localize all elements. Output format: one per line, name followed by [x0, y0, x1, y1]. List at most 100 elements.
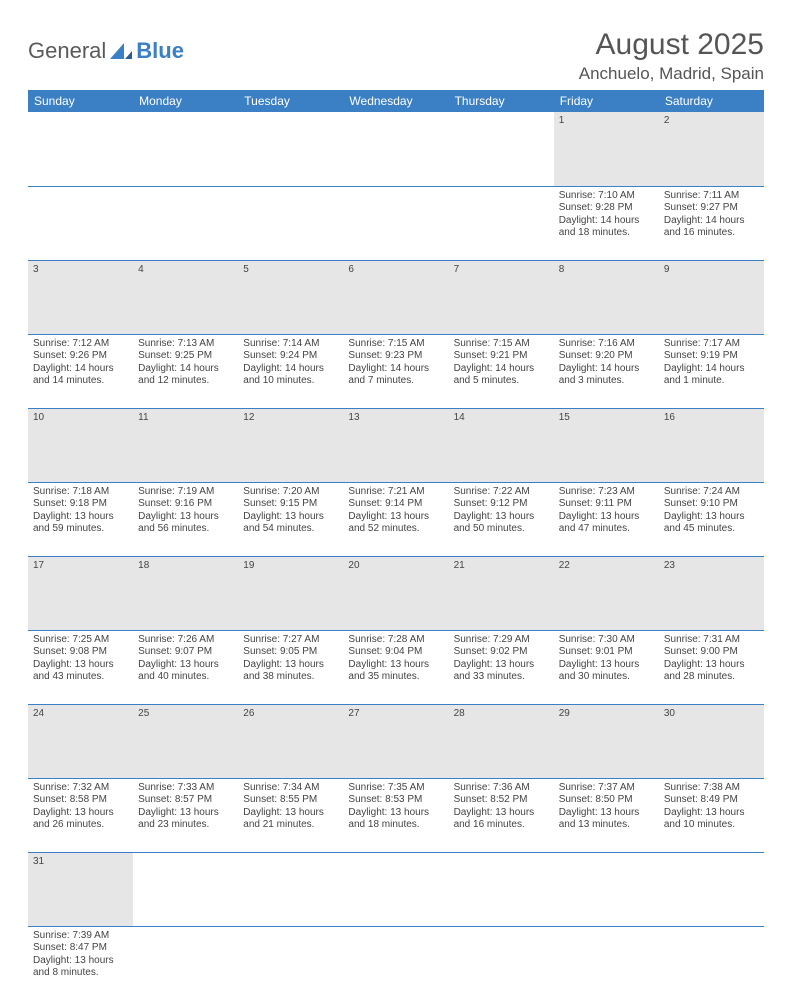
daylight-text: Daylight: 13 hours and 16 minutes.: [454, 807, 549, 832]
sunrise-text: Sunrise: 7:13 AM: [138, 338, 233, 351]
day-number-cell: 21: [449, 556, 554, 630]
day-number-cell: 30: [659, 704, 764, 778]
day-number-cell: 20: [343, 556, 448, 630]
sunset-text: Sunset: 9:21 PM: [454, 350, 549, 363]
day-number-cell: [554, 852, 659, 926]
logo-text-1: General: [28, 38, 106, 64]
daylight-text: Daylight: 14 hours and 14 minutes.: [33, 363, 128, 388]
day-cell: Sunrise: 7:24 AMSunset: 9:10 PMDaylight:…: [659, 482, 764, 556]
sunrise-text: Sunrise: 7:25 AM: [33, 634, 128, 647]
sunrise-text: Sunrise: 7:11 AM: [664, 190, 759, 203]
day-cell: Sunrise: 7:38 AMSunset: 8:49 PMDaylight:…: [659, 778, 764, 852]
daylight-text: Daylight: 14 hours and 10 minutes.: [243, 363, 338, 388]
day-number-cell: 10: [28, 408, 133, 482]
day-number-cell: 12: [238, 408, 343, 482]
sunset-text: Sunset: 9:24 PM: [243, 350, 338, 363]
sunset-text: Sunset: 9:18 PM: [33, 498, 128, 511]
day-cell: Sunrise: 7:22 AMSunset: 9:12 PMDaylight:…: [449, 482, 554, 556]
day-cell: Sunrise: 7:25 AMSunset: 9:08 PMDaylight:…: [28, 630, 133, 704]
sunset-text: Sunset: 8:58 PM: [33, 794, 128, 807]
location-subtitle: Anchuelo, Madrid, Spain: [579, 64, 764, 84]
col-saturday: Saturday: [659, 90, 764, 112]
daylight-text: Daylight: 13 hours and 38 minutes.: [243, 659, 338, 684]
daylight-text: Daylight: 14 hours and 7 minutes.: [348, 363, 443, 388]
col-friday: Friday: [554, 90, 659, 112]
day-cell: Sunrise: 7:17 AMSunset: 9:19 PMDaylight:…: [659, 334, 764, 408]
day-cell: Sunrise: 7:14 AMSunset: 9:24 PMDaylight:…: [238, 334, 343, 408]
daylight-text: Daylight: 14 hours and 12 minutes.: [138, 363, 233, 388]
sunrise-text: Sunrise: 7:15 AM: [454, 338, 549, 351]
daylight-text: Daylight: 13 hours and 45 minutes.: [664, 511, 759, 536]
daylight-text: Daylight: 13 hours and 21 minutes.: [243, 807, 338, 832]
day-number-cell: 7: [449, 260, 554, 334]
sunset-text: Sunset: 9:00 PM: [664, 646, 759, 659]
week-row: Sunrise: 7:32 AMSunset: 8:58 PMDaylight:…: [28, 778, 764, 852]
sunrise-text: Sunrise: 7:34 AM: [243, 782, 338, 795]
day-number-cell: 15: [554, 408, 659, 482]
logo-text-2: Blue: [136, 38, 184, 64]
day-number-cell: 3: [28, 260, 133, 334]
day-number-cell: 24: [28, 704, 133, 778]
daylight-text: Daylight: 13 hours and 40 minutes.: [138, 659, 233, 684]
sunset-text: Sunset: 8:47 PM: [33, 942, 128, 955]
sunset-text: Sunset: 9:23 PM: [348, 350, 443, 363]
daylight-text: Daylight: 13 hours and 10 minutes.: [664, 807, 759, 832]
sunrise-text: Sunrise: 7:38 AM: [664, 782, 759, 795]
sunrise-text: Sunrise: 7:39 AM: [33, 930, 128, 943]
day-cell: Sunrise: 7:26 AMSunset: 9:07 PMDaylight:…: [133, 630, 238, 704]
day-cell: Sunrise: 7:12 AMSunset: 9:26 PMDaylight:…: [28, 334, 133, 408]
daylight-text: Daylight: 13 hours and 35 minutes.: [348, 659, 443, 684]
sunrise-text: Sunrise: 7:29 AM: [454, 634, 549, 647]
sunrise-text: Sunrise: 7:31 AM: [664, 634, 759, 647]
day-cell: Sunrise: 7:13 AMSunset: 9:25 PMDaylight:…: [133, 334, 238, 408]
col-wednesday: Wednesday: [343, 90, 448, 112]
week-row: Sunrise: 7:18 AMSunset: 9:18 PMDaylight:…: [28, 482, 764, 556]
day-cell: Sunrise: 7:28 AMSunset: 9:04 PMDaylight:…: [343, 630, 448, 704]
day-number-cell: 13: [343, 408, 448, 482]
sunset-text: Sunset: 9:15 PM: [243, 498, 338, 511]
day-number-cell: 25: [133, 704, 238, 778]
day-cell: Sunrise: 7:11 AMSunset: 9:27 PMDaylight:…: [659, 186, 764, 260]
day-cell: Sunrise: 7:18 AMSunset: 9:18 PMDaylight:…: [28, 482, 133, 556]
day-cell: Sunrise: 7:32 AMSunset: 8:58 PMDaylight:…: [28, 778, 133, 852]
day-cell: [238, 926, 343, 1000]
daylight-text: Daylight: 13 hours and 26 minutes.: [33, 807, 128, 832]
sunrise-text: Sunrise: 7:14 AM: [243, 338, 338, 351]
daylight-text: Daylight: 13 hours and 28 minutes.: [664, 659, 759, 684]
daylight-text: Daylight: 14 hours and 18 minutes.: [559, 215, 654, 240]
day-cell: [238, 186, 343, 260]
sunrise-text: Sunrise: 7:16 AM: [559, 338, 654, 351]
sunset-text: Sunset: 8:50 PM: [559, 794, 654, 807]
day-number-cell: [133, 112, 238, 186]
day-cell: Sunrise: 7:29 AMSunset: 9:02 PMDaylight:…: [449, 630, 554, 704]
day-cell: Sunrise: 7:15 AMSunset: 9:23 PMDaylight:…: [343, 334, 448, 408]
day-number-cell: [133, 852, 238, 926]
daylight-text: Daylight: 14 hours and 1 minute.: [664, 363, 759, 388]
daylight-text: Daylight: 13 hours and 43 minutes.: [33, 659, 128, 684]
day-cell: [449, 186, 554, 260]
sunset-text: Sunset: 9:04 PM: [348, 646, 443, 659]
day-number-cell: [28, 112, 133, 186]
day-number-cell: 6: [343, 260, 448, 334]
day-number-cell: 17: [28, 556, 133, 630]
sunset-text: Sunset: 9:08 PM: [33, 646, 128, 659]
day-cell: [133, 926, 238, 1000]
sunset-text: Sunset: 8:52 PM: [454, 794, 549, 807]
daylight-text: Daylight: 13 hours and 30 minutes.: [559, 659, 654, 684]
day-cell: Sunrise: 7:31 AMSunset: 9:00 PMDaylight:…: [659, 630, 764, 704]
day-cell: Sunrise: 7:27 AMSunset: 9:05 PMDaylight:…: [238, 630, 343, 704]
title-block: August 2025 Anchuelo, Madrid, Spain: [579, 28, 764, 84]
week-row: Sunrise: 7:39 AMSunset: 8:47 PMDaylight:…: [28, 926, 764, 1000]
day-number-cell: [449, 852, 554, 926]
day-number-cell: 11: [133, 408, 238, 482]
sunrise-text: Sunrise: 7:30 AM: [559, 634, 654, 647]
daylight-text: Daylight: 13 hours and 18 minutes.: [348, 807, 443, 832]
sunset-text: Sunset: 9:14 PM: [348, 498, 443, 511]
sunset-text: Sunset: 8:55 PM: [243, 794, 338, 807]
day-number-cell: [238, 112, 343, 186]
day-number-cell: [343, 112, 448, 186]
daylight-text: Daylight: 13 hours and 50 minutes.: [454, 511, 549, 536]
sunrise-text: Sunrise: 7:27 AM: [243, 634, 338, 647]
day-number-cell: 22: [554, 556, 659, 630]
sail-icon: [108, 41, 134, 61]
